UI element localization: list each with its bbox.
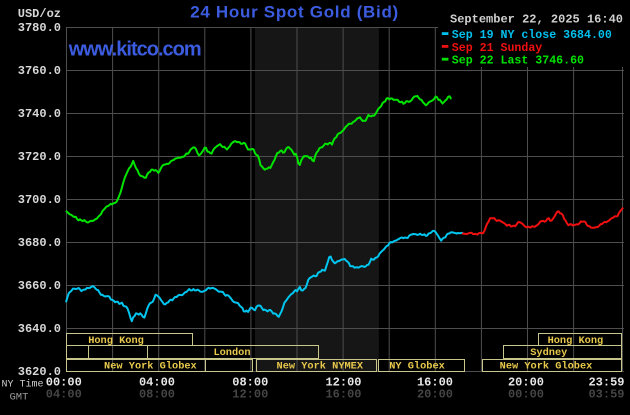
svg-text:GMT: GMT <box>10 391 29 403</box>
svg-text:04:00: 04:00 <box>46 388 82 402</box>
svg-text:3720.0: 3720.0 <box>18 150 61 164</box>
svg-text:12:00: 12:00 <box>232 388 268 402</box>
svg-text:USD/oz: USD/oz <box>18 7 61 21</box>
svg-text:Sep 21 Sunday: Sep 21 Sunday <box>452 42 542 55</box>
svg-text:24 Hour Spot Gold (Bid): 24 Hour Spot Gold (Bid) <box>190 2 398 21</box>
svg-text:3740.0: 3740.0 <box>18 107 61 121</box>
svg-text:3760.0: 3760.0 <box>18 64 61 78</box>
svg-text:03:59: 03:59 <box>588 388 624 402</box>
svg-text:NY Time: NY Time <box>2 379 44 391</box>
svg-text:New York NYMEX: New York NYMEX <box>277 361 364 373</box>
svg-text:08:00: 08:00 <box>232 375 268 389</box>
svg-text:NY Globex: NY Globex <box>389 361 445 373</box>
svg-text:12:00: 12:00 <box>325 375 361 389</box>
svg-text:00:00: 00:00 <box>508 388 544 402</box>
svg-text:Sep 22 Last 3746.60: Sep 22 Last 3746.60 <box>452 55 584 68</box>
svg-text:3660.0: 3660.0 <box>18 279 61 293</box>
svg-text:Hong Kong: Hong Kong <box>548 335 604 347</box>
svg-text:08:00: 08:00 <box>139 388 175 402</box>
svg-text:Sep 19 NY close 3684.00: Sep 19 NY close 3684.00 <box>452 29 612 42</box>
svg-text:3640.0: 3640.0 <box>18 322 61 336</box>
svg-text:00:00: 00:00 <box>46 375 82 389</box>
svg-text:3620.0: 3620.0 <box>18 365 61 379</box>
svg-text:London: London <box>213 347 250 359</box>
svg-text:3700.0: 3700.0 <box>18 193 61 207</box>
svg-text:New York Globex: New York Globex <box>500 361 593 373</box>
svg-text:3680.0: 3680.0 <box>18 236 61 250</box>
svg-text:Hong Kong: Hong Kong <box>88 335 144 347</box>
svg-text:Sydney: Sydney <box>530 347 567 359</box>
svg-text:New York Globex: New York Globex <box>104 361 197 373</box>
svg-text:16:00: 16:00 <box>417 375 453 389</box>
svg-text:23:59: 23:59 <box>588 375 624 389</box>
svg-text:www.kitco.com: www.kitco.com <box>68 38 202 60</box>
svg-text:September 22, 2025 16:40: September 22, 2025 16:40 <box>450 13 623 27</box>
svg-text:04:00: 04:00 <box>139 375 175 389</box>
svg-text:16:00: 16:00 <box>325 388 361 402</box>
svg-text:20:00: 20:00 <box>508 375 544 389</box>
svg-text:20:00: 20:00 <box>417 388 453 402</box>
svg-text:3780.0: 3780.0 <box>18 21 61 35</box>
